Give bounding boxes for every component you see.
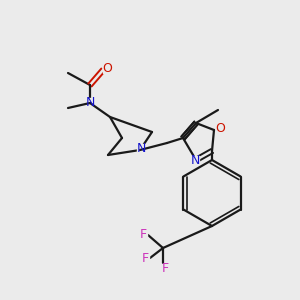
Bar: [141, 254, 149, 264]
Text: N: N: [85, 97, 95, 110]
Bar: [216, 123, 224, 133]
Text: N: N: [136, 142, 146, 155]
Text: O: O: [215, 122, 225, 134]
Bar: [161, 264, 169, 274]
Text: F: F: [140, 227, 147, 241]
Text: F: F: [141, 253, 148, 266]
Bar: [86, 98, 94, 108]
Bar: [139, 229, 147, 239]
Text: N: N: [190, 154, 200, 167]
Text: F: F: [161, 262, 169, 275]
Bar: [191, 156, 199, 166]
Text: O: O: [102, 61, 112, 74]
Bar: [137, 144, 145, 154]
Bar: [103, 63, 111, 73]
